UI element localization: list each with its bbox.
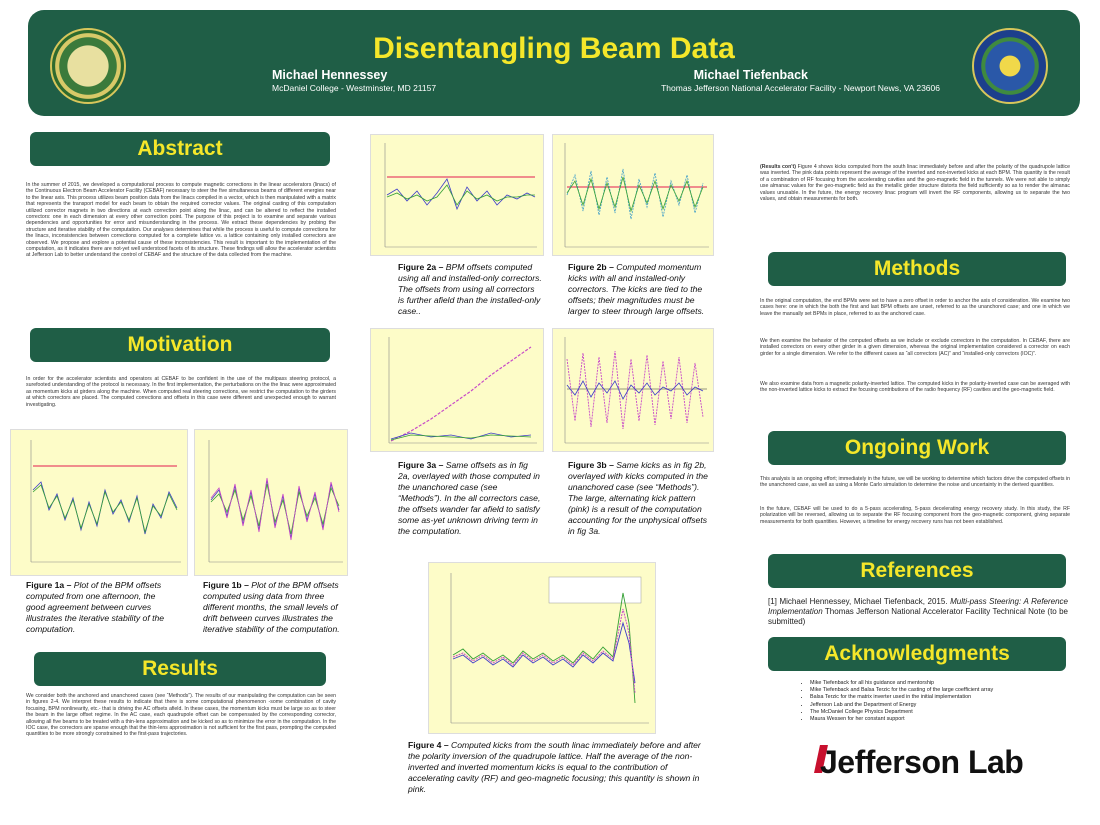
author2-affiliation: Thomas Jefferson National Accelerator Fa… (661, 83, 940, 93)
ack-item: Mike Tiefenback for all his guidance and… (810, 680, 1080, 687)
figure-1a-caption: Figure 1a – Plot of the BPM offsets comp… (26, 580, 165, 634)
jefferson-lab-logo: Jefferson Lab (820, 744, 1024, 780)
figure-2a-plot (370, 134, 544, 256)
motivation-text: In order for the accelerator scientists … (26, 376, 336, 408)
ongoing-work-heading: Ongoing Work (768, 431, 1066, 465)
mcdaniel-seal-icon (50, 28, 126, 104)
methods-paragraph-1: In the original computation, the end BPM… (760, 298, 1070, 317)
results-text: We consider both the anchored and unanch… (26, 693, 336, 738)
figure-3a-caption: Figure 3a – Same offsets as in fig 2a, o… (398, 460, 541, 536)
figure-2b-caption: Figure 2b – Computed momentum kicks with… (568, 262, 705, 316)
ongoing-work-paragraph-1: This analysis is an ongoing effort; imme… (760, 476, 1070, 489)
figure-3b-caption: Figure 3b – Same kicks as in fig 2b, ove… (568, 460, 708, 536)
figure-1b-caption: Figure 1b – Plot of the BPM offsets comp… (203, 580, 340, 634)
figure-4-plot (428, 562, 656, 734)
methods-paragraph-3: We also examine data from a magnetic pol… (760, 381, 1070, 394)
ack-item: Maura Wessen for her constant support (810, 716, 1080, 723)
abstract-text: In the summer of 2015, we developed a co… (26, 182, 336, 259)
author2-name: Michael Tiefenback (693, 68, 808, 82)
figure-2a-caption: Figure 2a – BPM offsets computed using a… (398, 262, 542, 316)
ack-item: Balsa Terzic for the matrix inverter use… (810, 694, 1080, 701)
figure-1a-plot (10, 429, 188, 576)
results-heading: Results (34, 652, 326, 686)
poster-title: Disentangling Beam Data (373, 32, 735, 65)
figure-4-caption: Figure 4 – Computed kicks from the south… (408, 740, 701, 794)
references-heading: References (768, 554, 1066, 588)
results-continued-text: (Results con't) Figure 4 shows kicks com… (760, 164, 1070, 203)
ongoing-work-paragraph-2: In the future, CEBAF will be used to do … (760, 506, 1070, 525)
figure-2b-plot (552, 134, 714, 256)
figure-3a-plot (370, 328, 544, 452)
abstract-heading: Abstract (30, 132, 330, 166)
motivation-heading: Motivation (30, 328, 330, 362)
reference-1: [1] Michael Hennessey, Michael Tiefenbac… (768, 597, 1069, 626)
figure-1b-plot (194, 429, 348, 576)
author1-affiliation: McDaniel College - Westminster, MD 21157 (272, 83, 437, 93)
ack-item: The McDaniel College Physics Department (810, 709, 1080, 716)
figure-3b-plot (552, 328, 714, 452)
header-banner: Disentangling Beam Data Michael Hennesse… (28, 10, 1080, 116)
acknowledgments-heading: Acknowledgments (768, 637, 1066, 671)
acknowledgments-list: Mike Tiefenback for all his guidance and… (790, 680, 1080, 723)
ack-item: Mike Tiefenback and Balsa Terzic for the… (810, 687, 1080, 694)
doe-seal-icon (972, 28, 1048, 104)
ack-item: Jefferson Lab and the Department of Ener… (810, 702, 1080, 709)
methods-heading: Methods (768, 252, 1066, 286)
methods-paragraph-2: We then examine the behavior of the comp… (760, 338, 1070, 357)
author1-name: Michael Hennessey (272, 68, 388, 82)
